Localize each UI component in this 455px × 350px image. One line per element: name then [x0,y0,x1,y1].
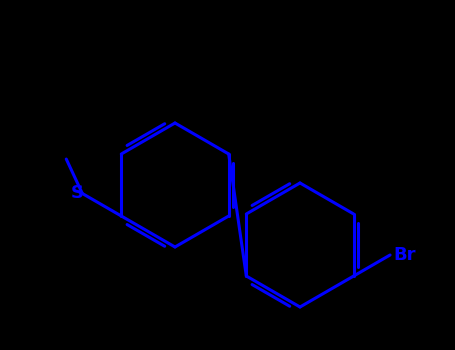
Text: Br: Br [393,246,415,264]
Text: S: S [71,184,84,203]
